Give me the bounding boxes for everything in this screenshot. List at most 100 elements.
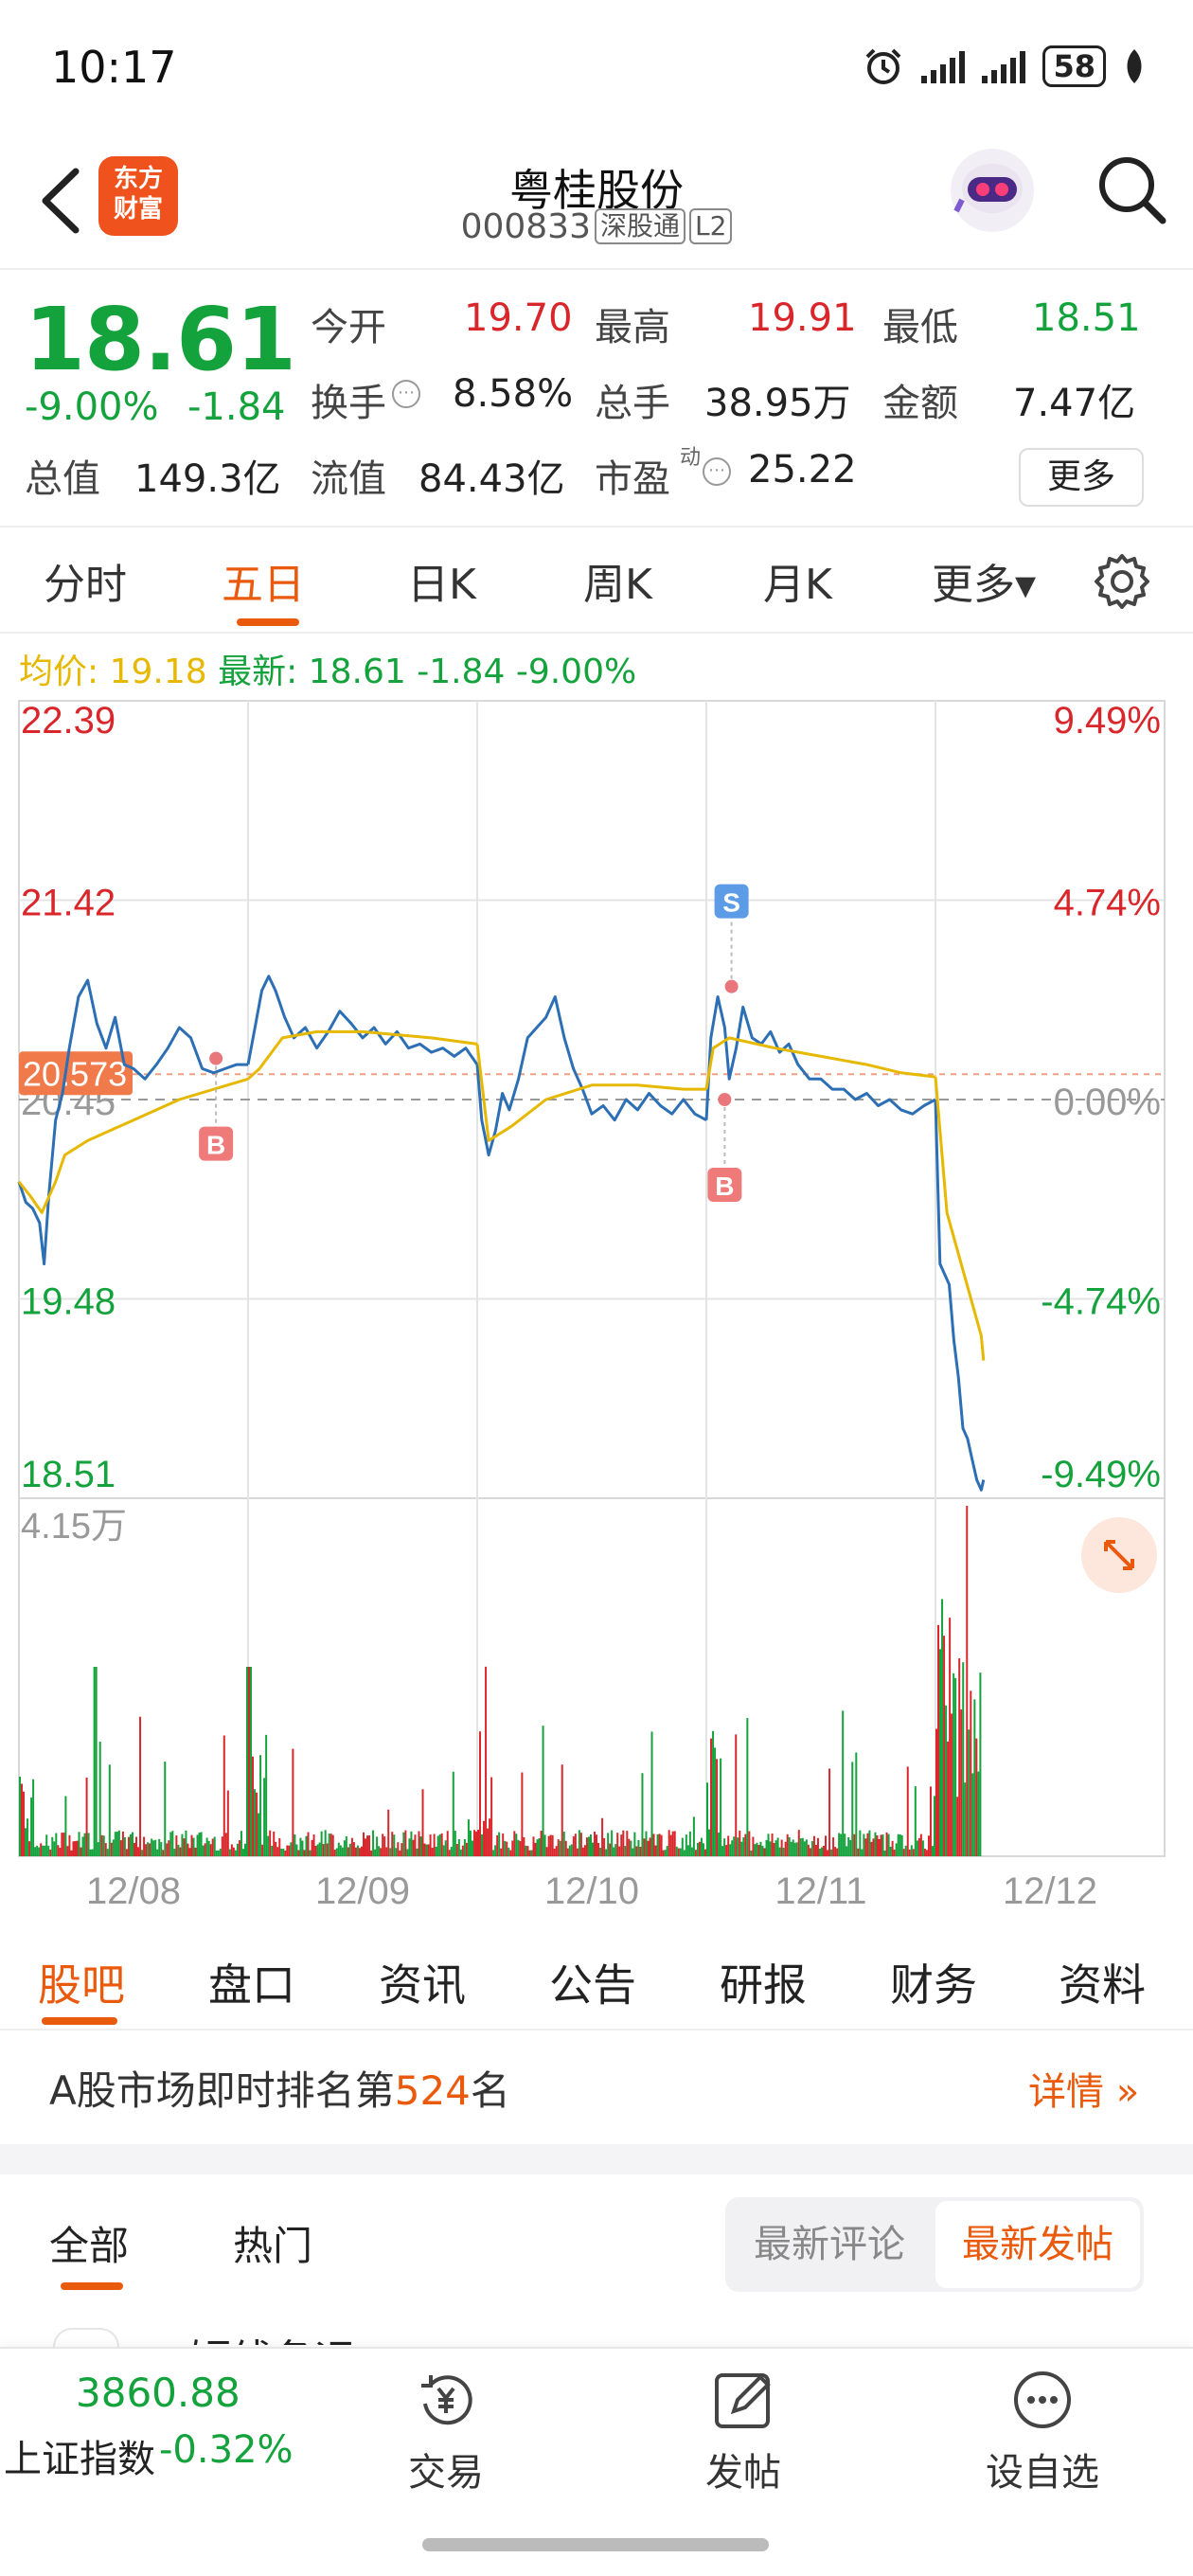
volume-bar	[129, 1834, 132, 1856]
volume-bar	[55, 1833, 58, 1856]
y-tick-left: 22.39	[21, 700, 116, 742]
back-button[interactable]	[28, 158, 95, 243]
volume-bar	[771, 1833, 774, 1856]
volume-bar	[80, 1847, 82, 1856]
rank-suffix: 名	[470, 2067, 510, 2114]
tab-announcements[interactable]: 公告	[549, 1959, 636, 2011]
index-change[interactable]: -0.32%	[159, 2428, 294, 2472]
volume-bar	[448, 1850, 451, 1856]
pe-info-icon[interactable]: ⋯	[703, 457, 731, 486]
forum-tab-hot[interactable]: 热门	[233, 2223, 313, 2269]
nav-add-watchlist[interactable]: 设自选	[971, 2366, 1113, 2496]
volume-bar	[775, 1840, 777, 1856]
avg-price-line	[704, 1036, 936, 1090]
ai-assistant-button[interactable]	[947, 145, 1038, 236]
home-indicator[interactable]	[422, 2538, 769, 2551]
volume-bar	[467, 1819, 470, 1856]
five-day-chart[interactable]: 22.3921.4220.4519.4818.519.49%4.74%0.00%…	[0, 691, 1193, 1913]
tab-order-book[interactable]: 盘口	[208, 1959, 295, 2011]
volume-bar	[311, 1839, 313, 1856]
market-rank-row[interactable]: A股市场即时排名第524名 详情 »	[0, 2030, 1193, 2144]
volume-bar	[477, 1829, 479, 1856]
volume-bar	[953, 1673, 955, 1856]
volume-bar	[547, 1835, 550, 1856]
volume-bar	[752, 1836, 755, 1856]
volume-bar	[935, 1728, 937, 1856]
volume-bar	[57, 1845, 60, 1856]
volume-bar	[669, 1834, 672, 1856]
volume-bar	[816, 1837, 819, 1856]
tab-finance[interactable]: 财务	[890, 1959, 977, 2011]
volume-bar	[372, 1830, 375, 1856]
volume-bar	[919, 1834, 922, 1856]
volume-bar	[594, 1832, 596, 1856]
tab-weekly-k[interactable]: 周K	[583, 561, 652, 609]
volume-bar	[710, 1738, 713, 1856]
volume-bar	[757, 1845, 760, 1856]
nav-post[interactable]: 发帖	[672, 2366, 814, 2496]
volume-bar	[168, 1840, 170, 1856]
tab-monthly-k[interactable]: 月K	[763, 561, 832, 609]
volume-bar	[241, 1849, 244, 1856]
volume-bar	[156, 1849, 159, 1856]
tab-more[interactable]: 更多▾	[932, 561, 1037, 609]
volume-bar	[844, 1834, 846, 1856]
post-avatar[interactable]	[53, 2328, 119, 2347]
volume-bar	[643, 1838, 646, 1856]
volume-bar	[528, 1850, 531, 1856]
volume-bar	[44, 1845, 46, 1856]
volume-bar	[240, 1831, 242, 1856]
nav-trade[interactable]: 交易	[375, 2366, 517, 2496]
more-quote-button[interactable]: 更多	[1019, 448, 1144, 507]
post-title-peek[interactable]: 短线备运	[189, 2326, 568, 2345]
stock-name: 粤桂股份	[509, 165, 684, 216]
index-name[interactable]: 上证指数	[4, 2438, 155, 2481]
rank-detail-link[interactable]: 详情 »	[1028, 2070, 1140, 2114]
volume-bar	[723, 1838, 726, 1856]
tab-research[interactable]: 研报	[720, 1959, 807, 2011]
volume-bar	[211, 1838, 214, 1856]
chart-settings-button[interactable]	[1091, 550, 1153, 613]
volume-bar	[454, 1831, 456, 1856]
volume-bar	[780, 1839, 783, 1856]
volume-bar	[532, 1836, 535, 1856]
volume-bar	[849, 1839, 852, 1856]
search-button[interactable]	[1089, 147, 1174, 232]
tab-intraday[interactable]: 分时	[44, 561, 127, 609]
rank-text: A股市场即时排名第524名	[49, 2059, 510, 2117]
volume-bar	[164, 1762, 167, 1856]
volume-bar	[731, 1840, 734, 1856]
volume-bar	[356, 1845, 359, 1856]
volume-bar	[692, 1816, 695, 1856]
app-logo[interactable]: 东方 财富	[98, 156, 178, 236]
tab-profile[interactable]: 资料	[1059, 1959, 1146, 2011]
volume-bar	[160, 1842, 163, 1856]
volume-bar	[329, 1834, 332, 1856]
stock-code-row: 000833 深股通 L2	[0, 207, 1193, 246]
volume-bar	[880, 1834, 882, 1856]
volume-bar	[61, 1833, 63, 1856]
sort-latest-comment[interactable]: 最新评论	[754, 2223, 905, 2266]
avg-value: 19.18	[109, 653, 207, 691]
volume-bar	[925, 1850, 928, 1856]
index-value[interactable]: 3860.88	[76, 2370, 240, 2416]
volume-bar	[265, 1734, 268, 1856]
forum-tab-all[interactable]: 全部	[49, 2223, 130, 2269]
tab-daily-k[interactable]: 日K	[407, 561, 476, 609]
tab-forum[interactable]: 股吧	[38, 1959, 125, 2011]
volume-bar	[173, 1849, 176, 1856]
sort-latest-post[interactable]: 最新发帖	[935, 2201, 1140, 2288]
turnover-info-icon[interactable]: ⋯	[392, 380, 420, 408]
volume-bar	[27, 1818, 29, 1856]
pe-value: 25.22	[748, 448, 857, 492]
volume-bar	[66, 1846, 69, 1856]
open-value: 19.70	[464, 296, 573, 340]
volume-bar	[341, 1847, 344, 1856]
tab-news[interactable]: 资讯	[379, 1959, 466, 2011]
volume-bar	[337, 1842, 340, 1856]
volume-bar	[519, 1840, 522, 1856]
stock-code: 000833	[460, 207, 591, 246]
volume-bar	[812, 1835, 815, 1856]
volume-bar	[490, 1777, 493, 1856]
tab-five-day[interactable]: 五日	[222, 561, 305, 609]
